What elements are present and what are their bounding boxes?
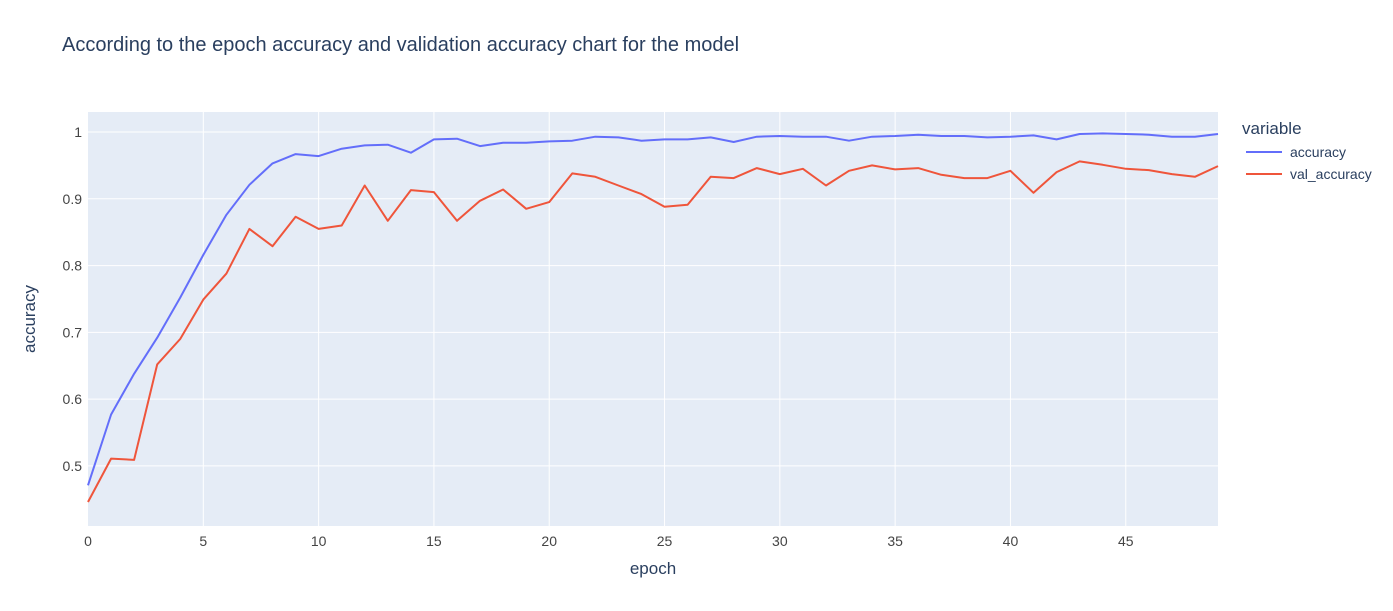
x-tick-label: 20 <box>541 533 557 549</box>
x-tick-label: 25 <box>657 533 673 549</box>
x-tick-label: 45 <box>1118 533 1134 549</box>
series-layer <box>87 132 1219 503</box>
y-axis-ticks: 0.5 0.6 0.7 0.8 0.9 1 <box>63 124 83 474</box>
x-axis-ticks: 0 5 10 15 20 25 30 35 40 45 <box>84 533 1134 549</box>
x-tick-label: 10 <box>311 533 327 549</box>
series-line-accuracy <box>87 132 1219 486</box>
series-line-val_accuracy <box>87 160 1219 503</box>
y-tick-label: 1 <box>74 124 82 140</box>
y-tick-label: 0.7 <box>63 324 83 340</box>
plot-area <box>88 112 1218 526</box>
x-tick-label: 35 <box>887 533 903 549</box>
y-tick-label: 0.6 <box>63 391 83 407</box>
legend-title: variable <box>1242 119 1302 138</box>
y-axis-title: accuracy <box>20 284 39 353</box>
x-tick-label: 15 <box>426 533 442 549</box>
x-tick-label: 0 <box>84 533 92 549</box>
legend-item-accuracy: accuracy <box>1290 144 1346 160</box>
x-tick-label: 40 <box>1003 533 1019 549</box>
y-tick-label: 0.9 <box>63 191 83 207</box>
x-axis-title: epoch <box>630 559 676 578</box>
x-tick-label: 30 <box>772 533 788 549</box>
y-tick-label: 0.5 <box>63 458 83 474</box>
legend: variable accuracy val_accuracy <box>1242 119 1372 182</box>
legend-item-val_accuracy: val_accuracy <box>1290 166 1372 182</box>
chart-title: According to the epoch accuracy and vali… <box>62 34 739 56</box>
grid-lines <box>88 112 1218 526</box>
x-tick-label: 5 <box>199 533 207 549</box>
y-tick-label: 0.8 <box>63 258 83 274</box>
